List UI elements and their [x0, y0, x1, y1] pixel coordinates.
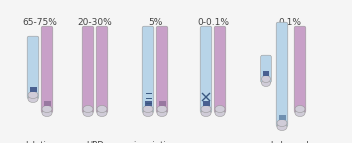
Text: 65-75%: 65-75%: [23, 18, 57, 27]
Text: imprinting
defect: imprinting defect: [133, 141, 177, 143]
Ellipse shape: [42, 110, 52, 117]
FancyBboxPatch shape: [142, 26, 154, 113]
Ellipse shape: [143, 110, 153, 117]
FancyBboxPatch shape: [27, 36, 39, 99]
Ellipse shape: [143, 106, 153, 113]
FancyBboxPatch shape: [41, 26, 53, 113]
Ellipse shape: [28, 96, 38, 103]
Bar: [278, 115, 285, 120]
Ellipse shape: [83, 106, 93, 113]
Ellipse shape: [97, 106, 107, 113]
Text: gene
mutation: gene mutation: [194, 141, 232, 143]
Ellipse shape: [201, 110, 211, 117]
FancyBboxPatch shape: [96, 26, 108, 113]
FancyBboxPatch shape: [200, 26, 212, 113]
FancyBboxPatch shape: [214, 26, 226, 113]
Text: deletion: deletion: [23, 141, 57, 143]
Ellipse shape: [262, 76, 270, 83]
Text: 0-0.1%: 0-0.1%: [197, 18, 229, 27]
Ellipse shape: [295, 110, 305, 117]
Bar: [158, 101, 165, 106]
Ellipse shape: [295, 106, 305, 113]
Text: UPD: UPD: [86, 141, 104, 143]
Text: 5%: 5%: [148, 18, 162, 27]
FancyBboxPatch shape: [276, 22, 288, 127]
Ellipse shape: [215, 106, 225, 113]
Ellipse shape: [262, 80, 270, 87]
Ellipse shape: [83, 110, 93, 117]
Ellipse shape: [215, 110, 225, 117]
FancyBboxPatch shape: [294, 26, 306, 113]
Ellipse shape: [28, 92, 38, 99]
Bar: [145, 101, 151, 106]
Ellipse shape: [157, 110, 167, 117]
Ellipse shape: [42, 106, 52, 113]
Ellipse shape: [97, 110, 107, 117]
Text: 20-30%: 20-30%: [78, 18, 112, 27]
Ellipse shape: [157, 106, 167, 113]
Bar: [263, 71, 269, 76]
FancyBboxPatch shape: [82, 26, 94, 113]
Bar: [44, 101, 50, 106]
Text: balanced
translocation: balanced translocation: [263, 141, 318, 143]
Bar: [202, 101, 209, 106]
Bar: [30, 87, 37, 92]
Ellipse shape: [201, 106, 211, 113]
Text: 0.1%: 0.1%: [278, 18, 302, 27]
Ellipse shape: [277, 120, 287, 127]
FancyBboxPatch shape: [261, 55, 271, 83]
FancyBboxPatch shape: [156, 26, 168, 113]
Ellipse shape: [277, 124, 287, 131]
